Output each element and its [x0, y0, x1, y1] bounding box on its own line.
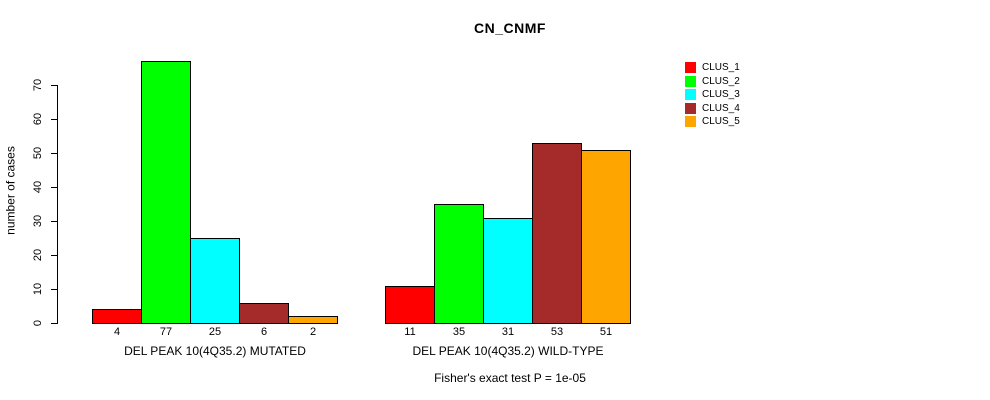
- legend-label: CLUS_5: [702, 116, 740, 128]
- bar-value-label: 11: [404, 326, 416, 338]
- y-axis-tick-label: 20: [32, 248, 44, 262]
- y-axis-tick: [51, 187, 58, 188]
- bar-value-label: 6: [260, 326, 268, 338]
- y-axis-tick: [51, 255, 58, 256]
- legend-swatch-icon: [685, 102, 696, 114]
- bar-clus_3-group2: [483, 218, 533, 324]
- legend-swatch-icon: [685, 89, 696, 101]
- bar-value-label: 53: [550, 326, 564, 338]
- bar-clus_4-group2: [532, 143, 582, 324]
- y-axis-tick: [51, 323, 58, 324]
- legend-label: CLUS_1: [702, 62, 740, 74]
- bar-clus_1-group2: [385, 286, 435, 324]
- legend-item-clus_2: CLUS_2: [685, 75, 740, 89]
- y-axis-tick: [51, 289, 58, 290]
- bar-value-label: 2: [309, 326, 317, 338]
- y-axis-tick-label: 10: [32, 282, 44, 296]
- legend-label: CLUS_4: [702, 102, 740, 114]
- bar-value-label: 35: [452, 326, 466, 338]
- category-label: DEL PEAK 10(4Q35.2) MUTATED: [124, 344, 306, 358]
- legend-item-clus_4: CLUS_4: [685, 102, 740, 116]
- y-axis-tick-label: 0: [32, 319, 44, 327]
- legend: CLUS_1 CLUS_2 CLUS_3 CLUS_4 CLUS_5: [685, 61, 740, 129]
- y-axis-tick-label: 40: [32, 180, 44, 194]
- bar-clus_2-group1: [141, 61, 191, 324]
- bar-value-label: 31: [501, 326, 515, 338]
- y-axis-tick-label: 30: [32, 214, 44, 228]
- bar-clus_2-group2: [434, 204, 484, 324]
- bar-clus_5-group1: [288, 316, 338, 324]
- bar-clus_3-group1: [190, 238, 240, 324]
- y-axis-tick: [51, 85, 58, 86]
- y-axis-tick-label: 50: [32, 146, 44, 160]
- legend-label: CLUS_2: [702, 75, 740, 87]
- legend-item-clus_1: CLUS_1: [685, 61, 740, 75]
- y-axis-tick-label: 70: [32, 78, 44, 92]
- legend-swatch-icon: [685, 116, 696, 128]
- fisher-test-caption: Fisher's exact test P = 1e-05: [434, 371, 586, 385]
- y-axis-tick: [51, 119, 58, 120]
- bar-clus_5-group2: [581, 150, 631, 324]
- legend-swatch-icon: [685, 75, 696, 87]
- bar-value-label: 25: [208, 326, 222, 338]
- bar-clus_1-group1: [92, 309, 142, 324]
- category-label: DEL PEAK 10(4Q35.2) WILD-TYPE: [412, 344, 604, 358]
- legend-item-clus_3: CLUS_3: [685, 88, 740, 102]
- bar-clus_4-group1: [239, 303, 289, 324]
- y-axis-title: number of cases: [3, 146, 18, 235]
- bar-value-label: 77: [159, 326, 173, 338]
- legend-swatch-icon: [685, 62, 696, 74]
- y-axis-line: [57, 85, 58, 324]
- legend-item-clus_5: CLUS_5: [685, 115, 740, 129]
- bar-value-label: 51: [599, 326, 613, 338]
- bar-value-label: 4: [113, 326, 121, 338]
- chart-title: CN_CNMF: [474, 20, 546, 36]
- y-axis-tick: [51, 221, 58, 222]
- y-axis-tick-label: 60: [32, 112, 44, 126]
- y-axis-tick: [51, 153, 58, 154]
- legend-label: CLUS_3: [702, 89, 740, 101]
